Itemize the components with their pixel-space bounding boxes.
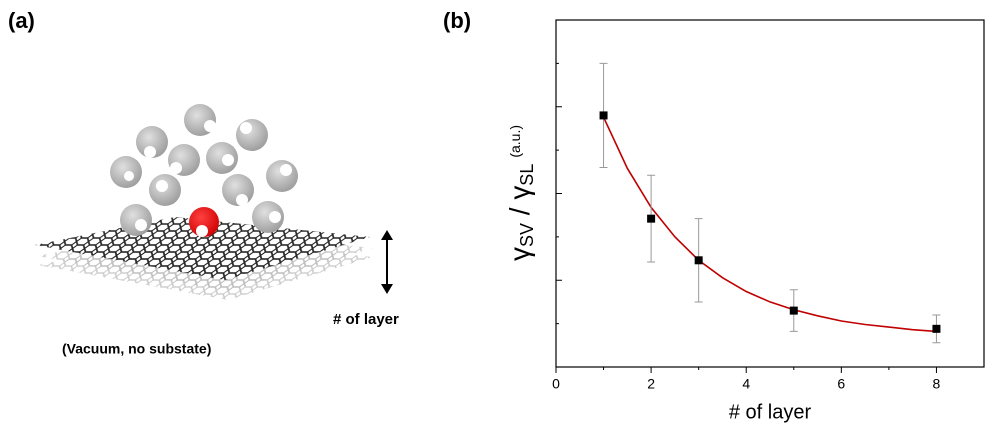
data-point: [789, 306, 798, 315]
y-label-part: γ: [504, 247, 535, 261]
data-point: [694, 256, 703, 265]
fit-curve: [602, 116, 937, 333]
graphene-sheet: [35, 217, 370, 280]
data-point: [932, 324, 941, 333]
y-label-part: / γ: [504, 186, 535, 223]
y-axis-label: γSV / γSL (a.u.): [504, 125, 536, 261]
panel-label: (a): [8, 8, 35, 33]
x-tick-label: 6: [837, 376, 845, 392]
x-tick-label: 0: [552, 376, 560, 392]
x-tick-label: 4: [742, 376, 750, 392]
y-label-part: (a.u.): [507, 125, 523, 158]
data-point: [647, 214, 656, 223]
y-label-part: SV: [517, 223, 537, 247]
x-tick-label: 2: [647, 376, 655, 392]
x-axis-label: # of layer: [729, 401, 812, 423]
data-point: [599, 111, 608, 120]
panel-label: (b): [443, 8, 471, 33]
y-label-part: SL: [517, 164, 537, 186]
plot-frame: [555, 19, 985, 368]
illustration: [35, 104, 393, 300]
water-molecules: [110, 104, 298, 237]
caption: (Vacuum, no substate): [62, 341, 211, 357]
x-tick-label: 8: [933, 376, 941, 392]
layer-arrow: [381, 230, 393, 294]
layer-label: # of layer: [333, 311, 399, 328]
